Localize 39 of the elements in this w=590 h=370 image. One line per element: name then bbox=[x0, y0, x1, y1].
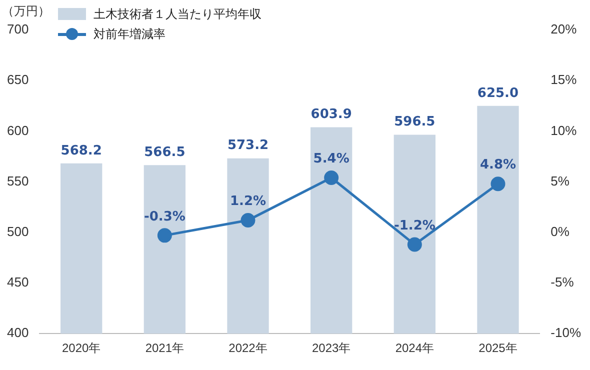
y2-tick-label: 20% bbox=[550, 22, 578, 37]
y-tick-label: 450 bbox=[6, 274, 29, 290]
point bbox=[407, 237, 422, 252]
point bbox=[240, 213, 256, 228]
x-tick-label: 2023年 bbox=[312, 341, 351, 356]
data-label: 4.8% bbox=[480, 158, 516, 173]
data-label: 5.4% bbox=[313, 152, 350, 167]
y-tick-label: 650 bbox=[6, 72, 29, 88]
y2-tick-label: 5% bbox=[550, 173, 570, 188]
y-axis-title: （万円） bbox=[2, 4, 50, 18]
y2-tick-label: 15% bbox=[550, 72, 578, 88]
data-label: 625.0 bbox=[477, 86, 519, 101]
data-label: 568.2 bbox=[60, 143, 102, 158]
y-tick-label: 400 bbox=[6, 325, 29, 340]
data-label: 573.2 bbox=[227, 138, 269, 154]
x-tick-label: 2020年 bbox=[62, 341, 101, 356]
y-tick-label: 500 bbox=[6, 224, 29, 239]
y2-tick-label: -10% bbox=[550, 325, 582, 340]
y2-tick-label: 10% bbox=[550, 122, 578, 138]
y2-tick-label: 0% bbox=[550, 224, 570, 239]
data-label: -1.2% bbox=[394, 218, 436, 234]
point bbox=[490, 176, 506, 192]
x-tick-label: 2022年 bbox=[228, 341, 268, 356]
x-tick-label: 2024年 bbox=[395, 341, 434, 356]
y-tick-label: 700 bbox=[6, 22, 29, 37]
y-tick-label: 600 bbox=[6, 122, 29, 138]
point bbox=[324, 170, 339, 185]
point bbox=[157, 228, 172, 243]
legend-label: 対前年増減率 bbox=[94, 26, 166, 43]
legend-label: 土木技術者１人当たり平均年収 bbox=[94, 6, 262, 23]
data-label: 596.5 bbox=[394, 114, 436, 130]
data-label: -0.3% bbox=[144, 209, 186, 224]
y-tick-label: 550 bbox=[6, 173, 29, 188]
y2-tick-label: -5% bbox=[550, 274, 574, 290]
data-label: 1.2% bbox=[230, 194, 266, 210]
data-label: 603.9 bbox=[310, 107, 352, 122]
data-label: 566.5 bbox=[144, 144, 186, 160]
x-tick-label: 2025年 bbox=[478, 341, 518, 356]
x-tick-label: 2021年 bbox=[145, 341, 184, 356]
